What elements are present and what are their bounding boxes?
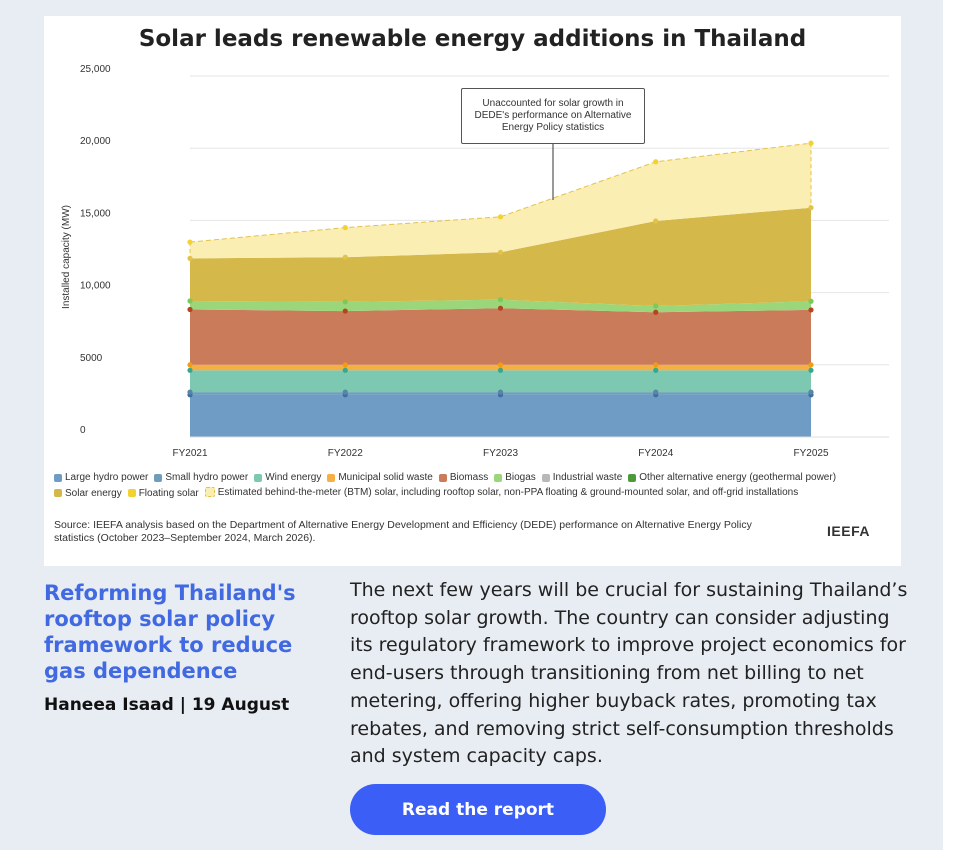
point-series-1-3 (653, 389, 659, 395)
area-series-4 (190, 308, 811, 365)
legend-label-1: Small hydro power (165, 472, 249, 483)
legend-label-10: Estimated behind-the-meter (BTM) solar, … (217, 486, 799, 498)
legend-swatch-10 (204, 487, 215, 497)
brand-label: IEEFA (827, 523, 870, 539)
point-series-10-4 (808, 140, 814, 146)
legend-item-1: Small hydro power (154, 471, 248, 484)
legend-label-5: Biogas (505, 472, 536, 483)
area-series-8 (190, 207, 811, 307)
y-tick-label-5: 25,000 (80, 64, 111, 75)
point-series-10-1 (342, 225, 348, 231)
point-series-10-0 (187, 239, 193, 245)
legend-label-8: Solar energy (65, 487, 122, 499)
point-series-4-4 (808, 307, 814, 313)
x-tick-label-1: FY2022 (328, 448, 363, 459)
legend-item-3: Municipal solid waste (327, 471, 433, 484)
point-series-5-1 (342, 299, 348, 305)
chart-annotation: Unaccounted for solar growth in DEDE's p… (461, 88, 645, 144)
legend-item-0: Large hydro power (54, 471, 148, 484)
x-tick-label-0: FY2021 (172, 448, 207, 459)
legend-swatch-5 (494, 473, 503, 482)
point-series-8-3 (653, 218, 659, 224)
point-series-2-1 (342, 367, 348, 373)
point-series-1-2 (497, 389, 504, 395)
y-tick-label-2: 10,000 (80, 281, 111, 292)
point-series-2-3 (653, 367, 659, 373)
point-series-8-4 (808, 205, 814, 211)
point-series-3-0 (187, 362, 193, 368)
x-tick-label-3: FY2024 (638, 448, 673, 459)
point-series-3-3 (653, 362, 659, 368)
area-series-2 (190, 370, 811, 393)
legend-item-7: Other alternative energy (geothermal pow… (628, 471, 836, 484)
point-series-4-1 (342, 308, 348, 314)
y-axis-label: Installed capacity (MW) (61, 205, 72, 309)
point-series-4-2 (497, 305, 504, 311)
point-series-1-4 (808, 389, 814, 395)
article-summary: The next few years will be crucial for s… (350, 579, 908, 768)
legend-swatch-9 (127, 489, 136, 497)
legend-item-10: Estimated behind-the-meter (BTM) solar, … (204, 486, 799, 499)
article-byline: Haneea Isaad | 19 August (44, 695, 290, 715)
point-series-5-3 (653, 303, 659, 309)
legend-label-4: Biomass (449, 472, 489, 483)
legend-swatch-0 (54, 473, 62, 482)
chart-card: Solar leads renewable energy additions i… (44, 16, 901, 566)
area-series-0 (190, 394, 811, 437)
source-note: Source: IEEFA analysis based on the Depa… (54, 519, 752, 544)
legend-item-5: Biogas (494, 471, 536, 484)
point-series-1-1 (342, 389, 348, 395)
point-series-2-4 (808, 367, 814, 373)
y-tick-label-4: 20,000 (80, 136, 111, 147)
point-series-8-1 (342, 254, 348, 260)
legend-label-9: Floating solar (138, 487, 199, 499)
point-series-10-3 (653, 159, 659, 165)
point-series-4-0 (187, 306, 193, 313)
legend-item-2: Wind energy (254, 471, 321, 484)
legend-swatch-8 (54, 489, 62, 497)
point-series-4-3 (653, 309, 659, 315)
page-right-edge (943, 0, 956, 850)
x-tick-label-2: FY2023 (483, 448, 518, 459)
legend-item-4: Biomass (438, 471, 489, 484)
point-series-3-1 (342, 362, 348, 368)
y-tick-label-0: 0 (80, 425, 86, 436)
legend-item-8: Solar energy (54, 487, 122, 500)
legend-label-7: Other alternative energy (geothermal pow… (639, 472, 837, 483)
legend-label-0: Large hydro power (65, 472, 149, 483)
point-series-10-2 (497, 214, 504, 220)
point-series-3-4 (808, 362, 814, 368)
read-report-button[interactable]: Read the report (350, 784, 606, 835)
legend-item-9: Floating solar (127, 487, 199, 500)
legend-label-2: Wind energy (265, 472, 322, 483)
legend-swatch-6 (541, 473, 550, 482)
point-series-8-2 (497, 249, 504, 255)
chart-legend: Large hydro power Small hydro power Wind e… (54, 471, 894, 501)
article-title[interactable]: Reforming Thailand's rooftop solar polic… (44, 581, 296, 683)
legend-swatch-2 (254, 473, 263, 482)
point-series-5-2 (497, 297, 504, 303)
y-tick-label-1: 5000 (80, 353, 103, 364)
legend-swatch-3 (327, 473, 336, 482)
y-tick-label-3: 15,000 (80, 208, 111, 219)
point-series-1-0 (187, 389, 193, 395)
chart-title: Solar leads renewable energy additions i… (138, 26, 807, 52)
legend-label-6: Industrial waste (552, 472, 623, 483)
point-series-2-0 (187, 367, 193, 373)
btm-top-line (189, 142, 812, 243)
area-chart: 0 5000 10,000 15,000 20,000 25,000 Installed c… (61, 64, 889, 459)
point-series-5-0 (187, 298, 193, 304)
x-tick-label-4: FY2025 (793, 448, 828, 459)
legend-swatch-7 (628, 473, 637, 482)
legend-item-6: Industrial waste (541, 471, 623, 484)
point-series-3-2 (497, 362, 504, 368)
point-series-8-0 (187, 255, 193, 261)
legend-swatch-1 (154, 473, 163, 482)
point-series-2-2 (497, 367, 504, 373)
point-series-5-4 (808, 298, 814, 304)
legend-swatch-4 (438, 473, 447, 482)
legend-label-3: Municipal solid waste (338, 472, 433, 483)
